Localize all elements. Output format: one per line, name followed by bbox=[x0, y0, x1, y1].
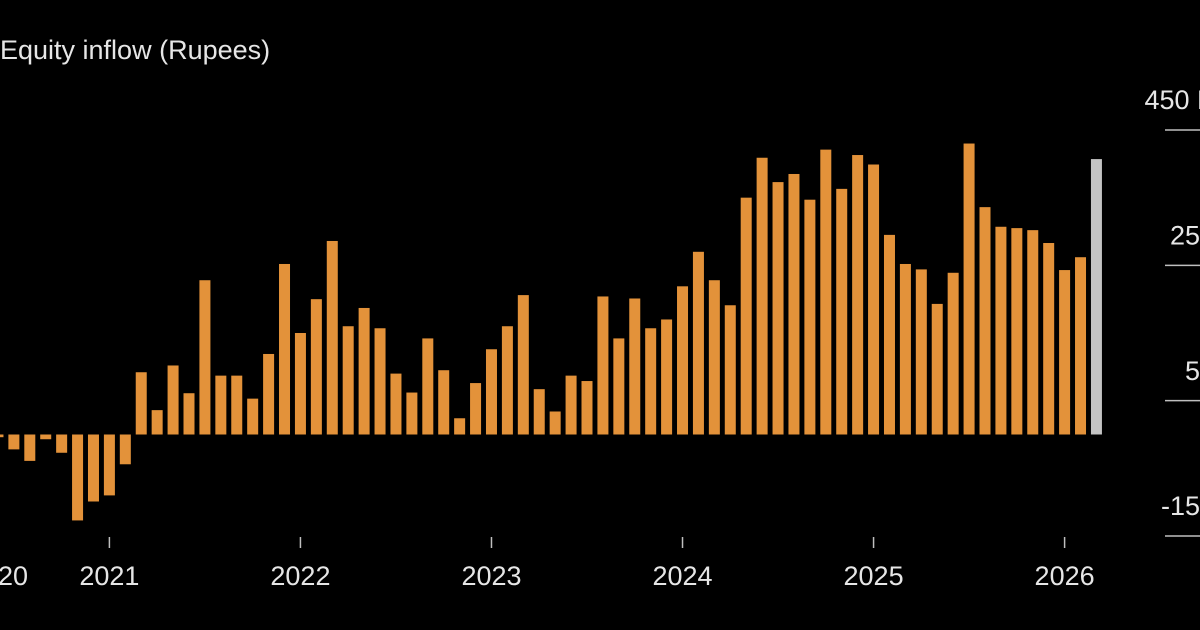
bar bbox=[342, 326, 354, 435]
bar bbox=[963, 143, 975, 435]
bar bbox=[788, 173, 800, 435]
bar bbox=[119, 434, 131, 465]
bar bbox=[708, 280, 720, 435]
bar bbox=[677, 286, 689, 435]
bar bbox=[470, 383, 482, 435]
x-tick-label: 2025 bbox=[844, 561, 904, 591]
bar bbox=[1027, 230, 1039, 435]
bar bbox=[756, 157, 768, 435]
bar bbox=[422, 338, 434, 435]
bar bbox=[899, 263, 911, 435]
bar bbox=[199, 280, 211, 435]
bar bbox=[87, 434, 99, 502]
bar bbox=[0, 434, 4, 438]
y-tick-label: -150 bbox=[1161, 491, 1200, 521]
bar bbox=[804, 199, 816, 435]
bar bbox=[1059, 270, 1071, 435]
bar bbox=[629, 298, 641, 435]
bar bbox=[406, 392, 418, 435]
bar bbox=[1011, 228, 1023, 435]
x-tick-label: 2023 bbox=[461, 561, 521, 591]
bar bbox=[740, 197, 752, 435]
bar bbox=[326, 240, 338, 435]
bar bbox=[947, 272, 959, 435]
bar bbox=[454, 418, 466, 435]
bar bbox=[915, 269, 927, 435]
bar bbox=[263, 353, 275, 435]
bar bbox=[183, 393, 195, 435]
bar bbox=[533, 389, 545, 435]
bar bbox=[279, 263, 291, 435]
bar bbox=[215, 375, 227, 435]
y-tick-label: 50 bbox=[1185, 356, 1200, 386]
bar bbox=[374, 328, 386, 435]
bar bbox=[565, 375, 577, 435]
bar bbox=[438, 370, 450, 435]
bar bbox=[135, 372, 147, 435]
bar bbox=[40, 434, 52, 440]
bar bbox=[294, 333, 306, 435]
bar bbox=[103, 434, 115, 496]
bar bbox=[24, 434, 36, 461]
bar bbox=[1090, 159, 1102, 435]
bar bbox=[517, 295, 529, 435]
bar bbox=[852, 155, 864, 435]
bar bbox=[151, 410, 163, 435]
bar bbox=[883, 234, 895, 435]
bar bbox=[581, 381, 593, 435]
bar bbox=[247, 398, 259, 435]
x-tick-label: 2024 bbox=[652, 561, 712, 591]
y-tick-label: 450 B bbox=[1144, 85, 1200, 115]
bar bbox=[56, 434, 68, 453]
bar bbox=[661, 319, 673, 435]
y-tick-label: 250 bbox=[1170, 220, 1200, 250]
bar bbox=[772, 182, 784, 435]
bar bbox=[358, 307, 370, 435]
bar bbox=[931, 303, 943, 435]
bar bbox=[613, 338, 625, 435]
bar bbox=[724, 305, 736, 435]
bar bbox=[8, 434, 20, 450]
x-tick-label: 2026 bbox=[1035, 561, 1095, 591]
x-tick-label: 2022 bbox=[270, 561, 330, 591]
x-tick-label: 2021 bbox=[79, 561, 139, 591]
bar bbox=[390, 373, 402, 435]
bar bbox=[692, 251, 704, 435]
bar bbox=[231, 375, 243, 435]
chart-subtitle: Equity inflow (Rupees) bbox=[0, 35, 270, 65]
bar bbox=[501, 326, 513, 435]
bar bbox=[1043, 243, 1055, 435]
bar bbox=[995, 226, 1007, 435]
bar bbox=[310, 299, 322, 435]
bar bbox=[868, 164, 880, 435]
bar bbox=[597, 296, 609, 435]
bar bbox=[485, 349, 497, 435]
bar bbox=[549, 411, 561, 435]
bar bbox=[645, 328, 657, 435]
bar bbox=[167, 365, 179, 435]
bar bbox=[836, 188, 848, 435]
bar bbox=[979, 207, 991, 435]
bar bbox=[72, 434, 84, 521]
bar bbox=[820, 149, 832, 435]
bar bbox=[1075, 257, 1087, 435]
